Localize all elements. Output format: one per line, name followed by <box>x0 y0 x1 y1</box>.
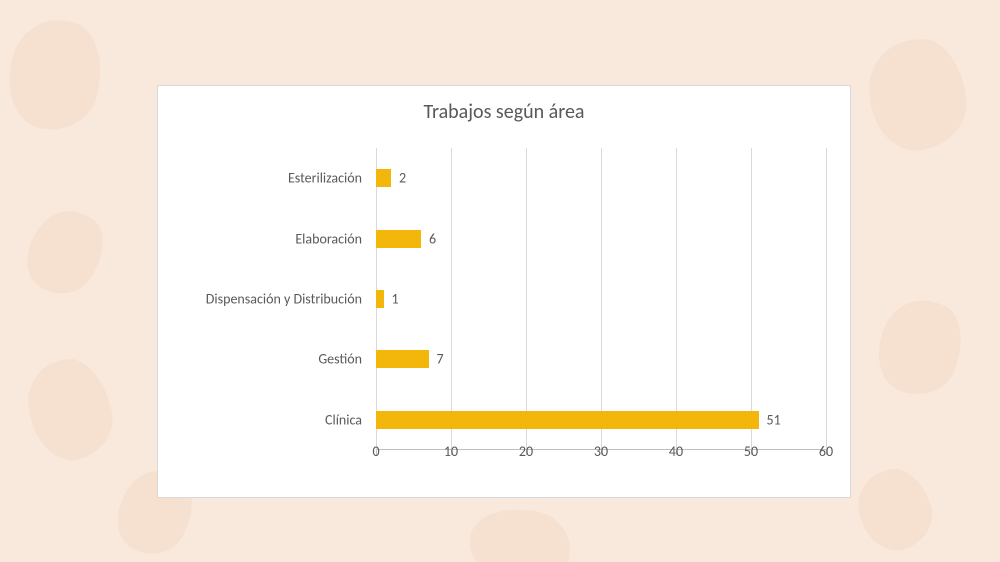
background-blob <box>467 506 573 562</box>
chart-card: Trabajos según área 01020304050602Esteri… <box>157 85 851 498</box>
bar <box>376 411 759 429</box>
x-gridline <box>826 148 827 450</box>
bar-value-label: 1 <box>392 291 399 308</box>
x-gridline <box>751 148 752 450</box>
x-tick-label: 50 <box>744 443 758 460</box>
background-blob <box>1 13 109 137</box>
bar-value-label: 51 <box>767 411 781 428</box>
x-gridline <box>601 148 602 450</box>
category-label: Gestión <box>318 351 362 368</box>
bar <box>376 169 391 187</box>
chart-plot-area: 01020304050602Esterilización6Elaboración… <box>376 148 826 450</box>
background-blob <box>863 34 972 156</box>
category-label: Elaboración <box>295 230 362 247</box>
bar-value-label: 7 <box>437 351 444 368</box>
chart-title: Trabajos según área <box>158 100 850 124</box>
x-tick-label: 30 <box>594 443 608 460</box>
background-blob <box>18 351 121 468</box>
bar-value-label: 6 <box>429 230 436 247</box>
x-tick-label: 60 <box>819 443 833 460</box>
x-gridline <box>451 148 452 450</box>
background-blob <box>848 460 941 559</box>
x-tick-label: 20 <box>519 443 533 460</box>
x-tick-label: 10 <box>444 443 458 460</box>
x-tick-label: 40 <box>669 443 683 460</box>
bar <box>376 350 429 368</box>
bar-value-label: 2 <box>399 170 406 187</box>
category-label: Esterilización <box>288 170 362 187</box>
bar <box>376 230 421 248</box>
x-gridline <box>526 148 527 450</box>
x-gridline <box>676 148 677 450</box>
background-blob <box>867 290 972 405</box>
x-tick-label: 0 <box>372 443 379 460</box>
bar <box>376 290 384 308</box>
category-label: Clínica <box>325 411 362 428</box>
category-label: Dispensación y Distribución <box>206 291 362 308</box>
background-blob <box>13 198 116 307</box>
